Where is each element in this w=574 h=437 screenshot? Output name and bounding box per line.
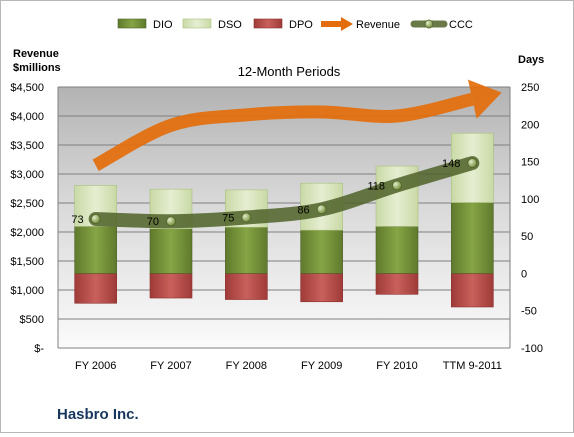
dio-bar [74,226,117,274]
left-tick-label: $1,500 [10,256,44,268]
ccc-marker [392,180,402,191]
right-tick-label: 100 [521,194,539,206]
category-label: FY 2010 [376,360,417,372]
ccc-data-label: 118 [367,180,385,192]
revenue-curve [92,92,474,172]
ccc-marker [90,214,101,224]
revenue-arrow [92,79,502,172]
left-tick-label: $4,000 [10,111,44,123]
dio-bar [375,226,419,274]
right-tick-label: -50 [521,306,537,318]
chart-title: 12-Month Periods [238,64,341,79]
legend-label: DIO [153,19,173,31]
left-axis-label-line1: Revenue [13,48,59,60]
dpo-bar [300,273,343,303]
dio-bar [451,202,494,274]
right-axis-ticks: 250 200 150 100 50 0 -50 -100 [521,82,543,355]
ccc-marker [316,204,327,215]
dpo-bar [375,273,419,295]
left-tick-label: $1,000 [10,285,44,297]
legend-swatch [117,18,147,29]
ccc-marker [166,216,176,227]
right-tick-label: -100 [521,343,543,355]
left-tick-label: $3,500 [10,140,44,152]
left-axis-label-line2: $millions [13,62,61,74]
legend-label: DPO [289,19,313,31]
right-tick-label: 150 [521,157,539,169]
left-tick-label: $2,000 [10,227,44,239]
left-tick-label: $3,000 [10,169,44,181]
dpo-bar [451,273,494,308]
ccc-marker [241,212,252,223]
legend-swatch [424,19,434,29]
company-name: Hasbro Inc. [57,406,139,423]
dio-bar [300,229,343,274]
right-tick-label: 50 [521,231,533,243]
bar-group [74,132,494,308]
left-tick-label: $- [34,343,44,355]
left-axis-ticks: $4,500 $4,000 $3,500 $3,000 $2,500 $2,000 $1,5… [10,82,44,355]
category-labels: FY 2006 FY 2007 FY 2008 FY 2009 FY 2010 TTM 9… [75,360,502,372]
right-tick-label: 250 [521,82,539,94]
ccc-data-label: 75 [222,213,234,225]
category-label: FY 2009 [301,360,342,372]
legend-label: CCC [449,19,473,31]
legend-label: DSO [218,19,242,31]
ccc-curve [88,156,480,229]
legend-label: Revenue [356,19,400,31]
ccc-data-label: 86 [297,204,309,216]
right-tick-label: 0 [521,268,527,280]
left-tick-label: $4,500 [10,82,44,94]
dpo-bar [74,273,117,304]
legend: DIO DSO DPO Revenue CCC [117,17,473,31]
dio-bar [225,226,268,274]
category-label: TTM 9-2011 [443,360,502,372]
ccc-data-label: 148 [442,158,460,170]
dio-bar [149,228,193,274]
legend-swatch [182,18,212,29]
legend-swatch [253,18,283,29]
left-tick-label: $2,500 [10,198,44,210]
dpo-bar [149,273,193,299]
category-label: FY 2006 [75,360,116,372]
category-label: FY 2007 [150,360,191,372]
left-tick-label: $500 [20,314,44,326]
category-label: FY 2008 [226,360,267,372]
revenue-arrowhead [467,79,502,119]
ccc-data-label: 73 [71,214,83,226]
ccc-marker [467,158,478,168]
right-tick-label: 200 [521,119,539,131]
ccc-line: 73 70 75 86 118 148 [71,156,480,229]
right-axis-label: Days [518,54,544,66]
dpo-bar [225,273,268,300]
ccc-data-label: 70 [147,216,159,228]
legend-swatch [341,17,353,31]
